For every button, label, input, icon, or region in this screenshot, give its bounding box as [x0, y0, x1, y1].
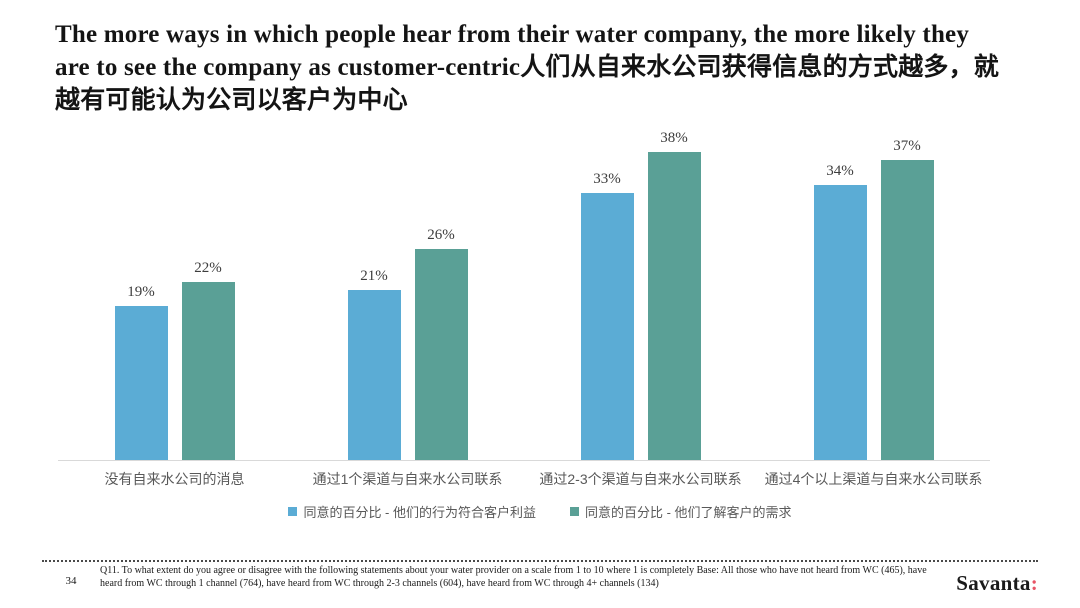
bar-series-0-category-0: 19% — [114, 284, 168, 460]
legend-swatch-icon — [288, 507, 298, 516]
bar-series-0-category-1: 21% — [347, 268, 401, 460]
bar-data-label: 37% — [893, 138, 921, 155]
logo-text: Savanta — [956, 571, 1031, 595]
bar-data-label: 26% — [427, 227, 455, 244]
bar-data-label: 33% — [593, 170, 621, 187]
logo-colon: : — [1030, 571, 1038, 595]
category-label: 没有自来水公司的消息 — [104, 471, 245, 487]
page-title: The more ways in which people hear from … — [55, 21, 1000, 114]
x-axis-line — [58, 460, 990, 461]
legend-swatch-icon — [570, 507, 579, 516]
bar-data-label: 38% — [660, 130, 688, 147]
category-label: 通过2-3个渠道与自来水公司联系 — [539, 471, 742, 487]
bar-data-label: 22% — [194, 259, 222, 276]
bar-group-1: 21% 26% — [291, 118, 524, 460]
savanta-logo: Savanta: — [956, 571, 1038, 596]
bar-series-0-category-3: 34% — [813, 163, 867, 460]
bar-group-0: 19% 22% — [58, 118, 291, 460]
bar-data-label: 19% — [127, 284, 155, 301]
bar-series-1-category-1: 26% — [414, 227, 468, 460]
footer: 34 Q11. To what extent do you agree or d… — [42, 560, 1038, 596]
page-number: 34 — [65, 575, 77, 587]
bar-group-2: 33% 38% — [524, 118, 757, 460]
chart-plot-area: 19% 22% 21% 26% 33% 38% 34% 37% — [58, 118, 990, 460]
chart-legend: 同意的百分比 - 他们的行为符合客户利益 同意的百分比 - 他们了解客户的需求 — [0, 502, 1080, 521]
category-label: 通过1个渠道与自来水公司联系 — [312, 471, 503, 487]
legend-item-series-0: 同意的百分比 - 他们的行为符合客户利益 — [288, 502, 536, 521]
category-label: 通过4个以上渠道与自来水公司联系 — [764, 471, 983, 487]
bar-series-0-category-2: 33% — [580, 171, 634, 460]
legend-label: 同意的百分比 - 他们的行为符合客户利益 — [303, 505, 536, 520]
bar-series-1-category-0: 22% — [181, 260, 235, 460]
bar-series-1-category-2: 38% — [647, 130, 701, 460]
footnote: Q11. To what extent do you agree or disa… — [100, 565, 927, 589]
legend-label: 同意的百分比 - 他们了解客户的需求 — [585, 505, 792, 520]
bar-data-label: 34% — [826, 162, 854, 179]
legend-item-series-1: 同意的百分比 - 他们了解客户的需求 — [570, 502, 792, 521]
bar-group-3: 34% 37% — [757, 118, 990, 460]
bar-series-1-category-3: 37% — [880, 138, 934, 460]
x-axis-category-labels: 没有自来水公司的消息 通过1个渠道与自来水公司联系 通过2-3个渠道与自来水公司… — [58, 469, 990, 489]
bar-data-label: 21% — [360, 267, 388, 284]
